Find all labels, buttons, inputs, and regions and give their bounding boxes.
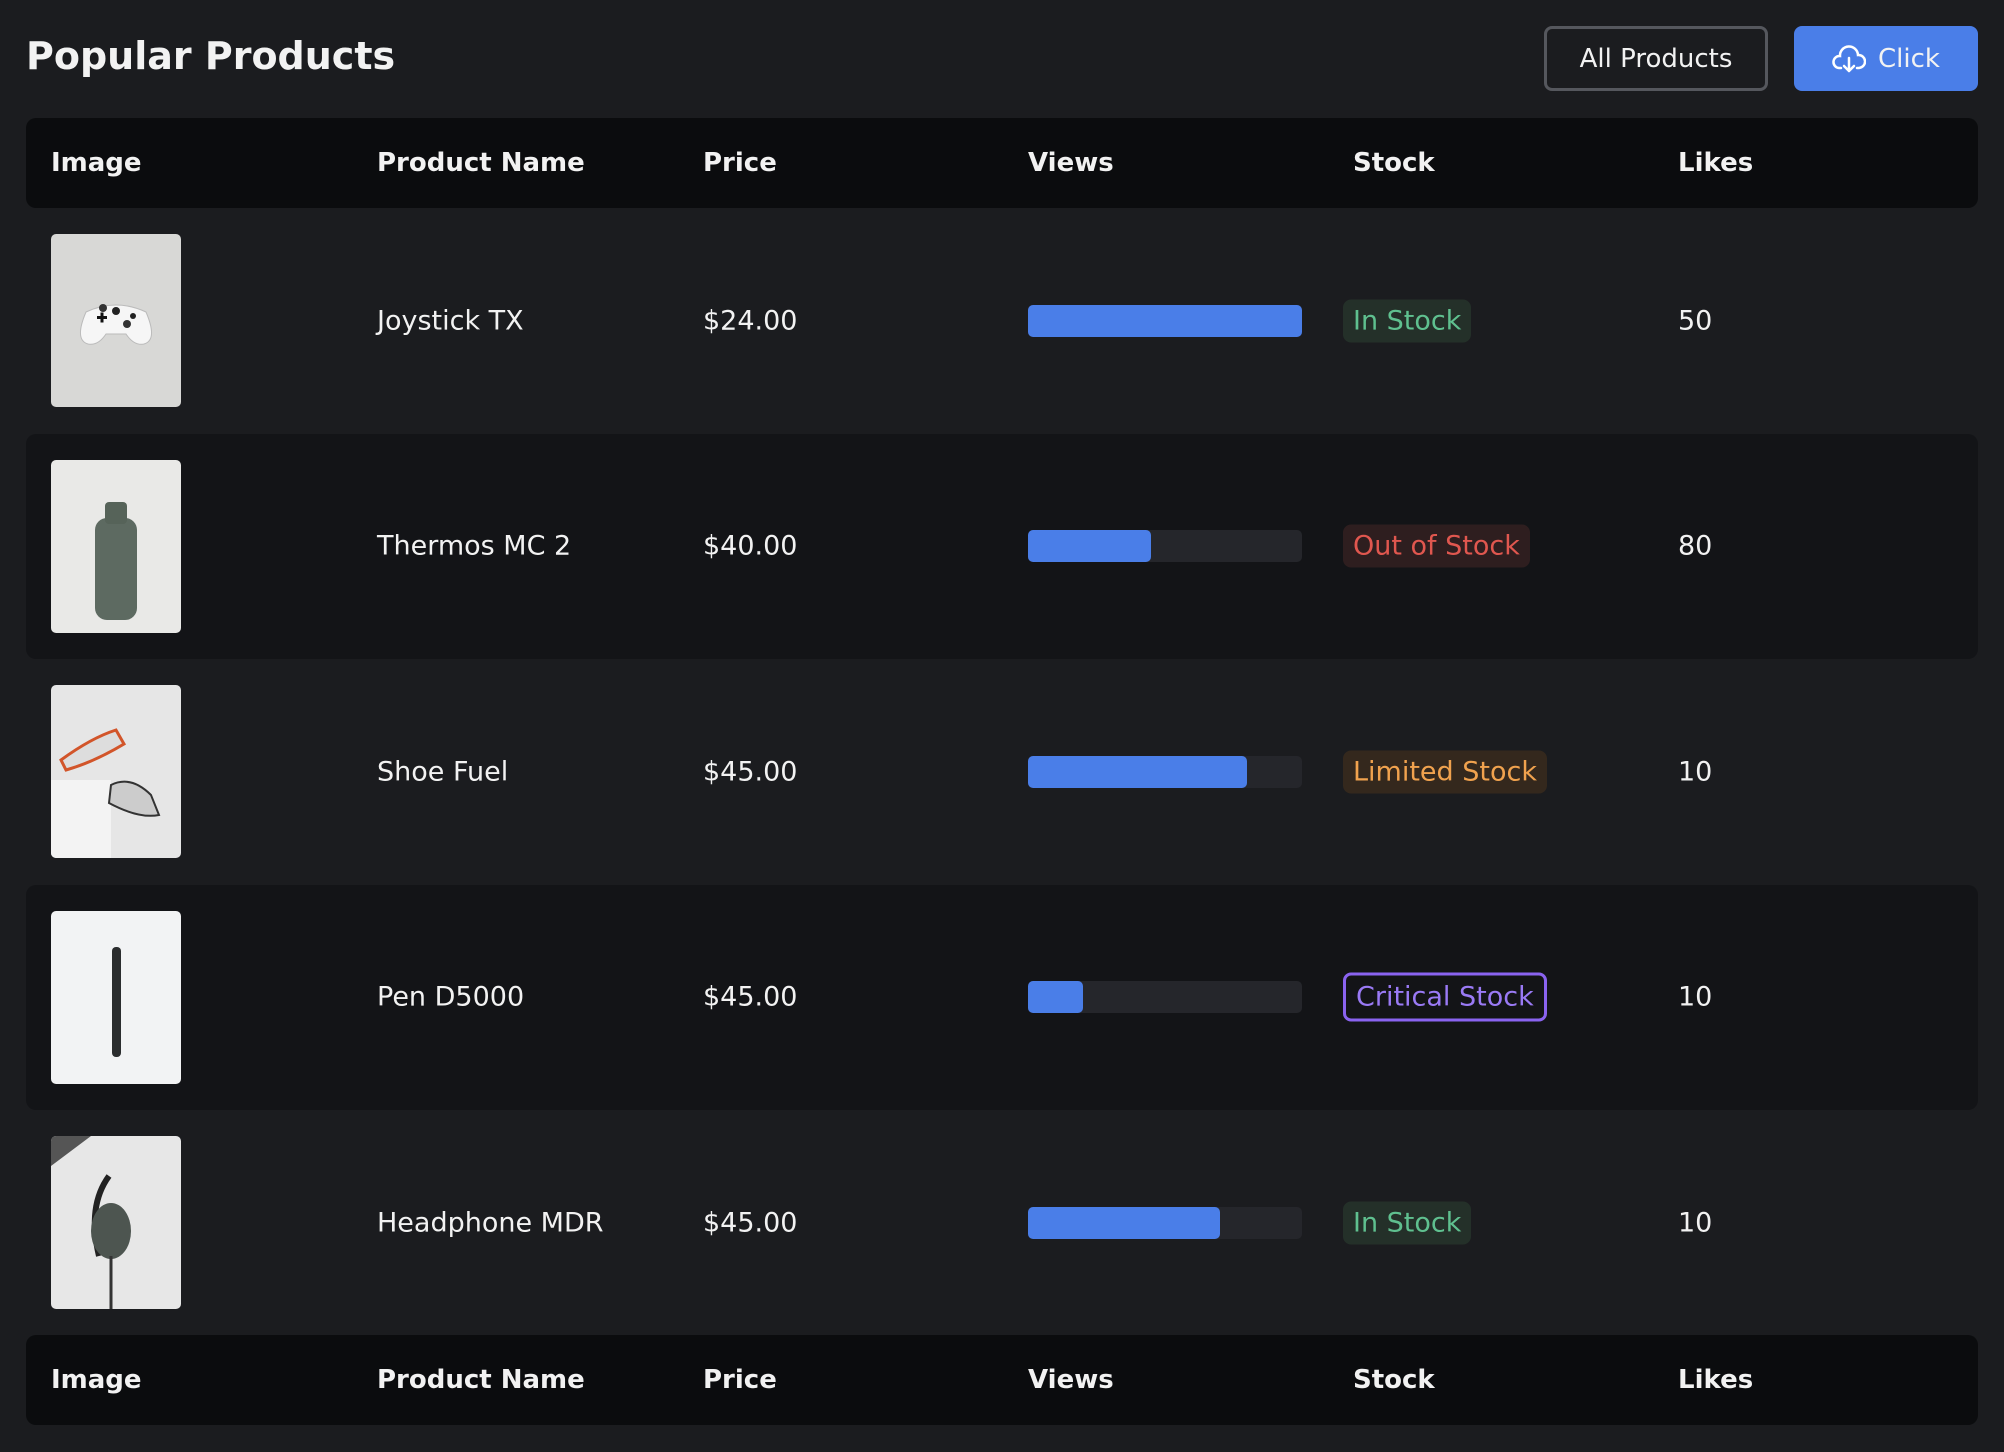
product-price: $45.00 xyxy=(703,981,798,1013)
views-bar xyxy=(1028,304,1302,337)
column-header: Stock xyxy=(1353,1365,1435,1395)
stock-badge: In Stock xyxy=(1343,299,1472,343)
product-price: $24.00 xyxy=(703,305,798,337)
stock-badge: Limited Stock xyxy=(1343,750,1547,794)
product-likes: 10 xyxy=(1678,1207,1713,1239)
views-bar xyxy=(1028,981,1083,1014)
column-header: Likes xyxy=(1678,148,1754,178)
product-row: Joystick TX $24.00 In Stock 50 xyxy=(26,208,1978,434)
column-header: Image xyxy=(51,1365,142,1395)
table-header-row: Image Product Name Price Views Stock Likes xyxy=(26,118,1978,208)
views-track xyxy=(1028,530,1302,563)
stock-badge: Critical Stock xyxy=(1343,972,1547,1022)
product-image xyxy=(51,685,181,858)
product-row: Pen D5000 $45.00 Critical Stock 10 xyxy=(26,884,1978,1110)
image-illustration xyxy=(51,685,181,858)
product-name: Headphone MDR xyxy=(377,1207,604,1239)
product-likes: 10 xyxy=(1678,981,1713,1013)
views-bar xyxy=(1028,1206,1220,1239)
product-price: $45.00 xyxy=(703,1207,798,1239)
product-likes: 50 xyxy=(1678,305,1713,337)
column-header: Likes xyxy=(1678,1365,1754,1395)
views-track xyxy=(1028,981,1302,1014)
product-name: Thermos MC 2 xyxy=(377,530,572,562)
product-row: Headphone MDR $45.00 In Stock 10 xyxy=(26,1110,1978,1336)
views-track xyxy=(1028,755,1302,788)
column-header: Views xyxy=(1028,1365,1114,1395)
product-price: $45.00 xyxy=(703,756,798,788)
product-image xyxy=(51,1136,181,1309)
stock-badge: Out of Stock xyxy=(1343,524,1530,568)
product-likes: 80 xyxy=(1678,530,1713,562)
click-button[interactable]: Click xyxy=(1794,26,1978,91)
stock-badge: In Stock xyxy=(1343,1201,1472,1245)
button-label: Click xyxy=(1878,43,1940,74)
page-title: Popular Products xyxy=(26,34,396,78)
product-image xyxy=(51,910,181,1084)
product-name: Shoe Fuel xyxy=(377,756,509,788)
column-header: Price xyxy=(703,148,777,178)
views-bar xyxy=(1028,755,1248,788)
column-header: Product Name xyxy=(377,1365,585,1395)
column-header: Product Name xyxy=(377,148,585,178)
product-name: Pen D5000 xyxy=(377,981,525,1013)
button-label: All Products xyxy=(1579,43,1733,74)
image-illustration xyxy=(51,1136,181,1309)
product-name: Joystick TX xyxy=(377,305,524,337)
views-track xyxy=(1028,1206,1302,1239)
product-image xyxy=(51,234,181,407)
cloud-download-icon xyxy=(1832,44,1867,72)
column-header: Stock xyxy=(1353,148,1435,178)
image-illustration xyxy=(51,459,181,633)
all-products-button[interactable]: All Products xyxy=(1544,26,1768,91)
product-row: Shoe Fuel $45.00 Limited Stock 10 xyxy=(26,659,1978,885)
column-header: Image xyxy=(51,148,142,178)
column-header: Price xyxy=(703,1365,777,1395)
image-illustration xyxy=(51,910,181,1084)
image-illustration xyxy=(51,234,181,407)
product-price: $40.00 xyxy=(703,530,798,562)
views-track xyxy=(1028,304,1302,337)
column-header: Views xyxy=(1028,148,1114,178)
table-header-row: Image Product Name Price Views Stock Likes xyxy=(26,1335,1978,1425)
product-image xyxy=(51,459,181,633)
product-row: Thermos MC 2 $40.00 Out of Stock 80 xyxy=(26,433,1978,659)
views-bar xyxy=(1028,530,1152,563)
product-likes: 10 xyxy=(1678,756,1713,788)
